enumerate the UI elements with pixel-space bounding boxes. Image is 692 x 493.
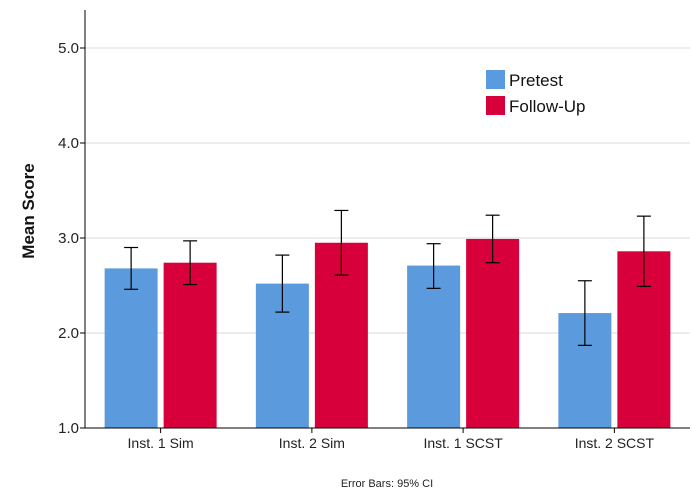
legend-swatch (486, 70, 505, 89)
y-tick-label: 3.0 (58, 230, 79, 247)
y-tick-label: 5.0 (58, 40, 79, 57)
legend-swatch (486, 96, 505, 115)
bar-follow-up (466, 239, 519, 428)
x-tick-label: Inst. 2 Sim (279, 435, 345, 451)
x-tick-label: Inst. 1 Sim (128, 435, 194, 451)
legend-label: Pretest (509, 71, 563, 90)
x-tick-label: Inst. 2 SCST (575, 435, 655, 451)
x-axis-ticks: Inst. 1 Sim Inst. 2 Sim Inst. 1 SCST Inst. … (128, 428, 655, 451)
y-tick-label: 2.0 (58, 325, 79, 342)
error-bars-note: Error Bars: 95% CI (341, 478, 433, 490)
y-axis-ticks: 1.0 2.0 3.0 4.0 5.0 (58, 40, 85, 437)
bar-pretest (105, 268, 158, 428)
y-tick-label: 1.0 (58, 420, 79, 437)
bar-pretest (407, 266, 460, 428)
y-tick-label: 4.0 (58, 135, 79, 152)
x-tick-label: Inst. 1 SCST (423, 435, 503, 451)
legend: Pretest Follow-Up (486, 70, 586, 116)
legend-label: Follow-Up (509, 97, 586, 116)
bar-follow-up (164, 263, 217, 428)
y-axis-title: Mean Score (19, 163, 38, 258)
